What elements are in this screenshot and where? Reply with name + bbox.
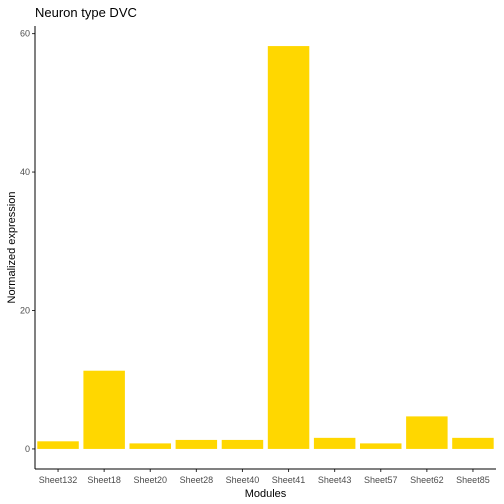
bar-sheet132 xyxy=(37,441,79,449)
x-tick-label: Sheet132 xyxy=(39,475,78,485)
y-axis-title: Normalized expression xyxy=(6,192,18,304)
y-tick-label: 60 xyxy=(20,29,30,39)
bar-sheet18 xyxy=(83,370,125,449)
y-tick-label: 20 xyxy=(20,305,30,315)
chart-title: Neuron type DVC xyxy=(35,5,137,20)
bar-sheet62 xyxy=(406,416,448,449)
y-tick-label: 0 xyxy=(25,444,30,454)
bar-sheet41 xyxy=(267,46,310,449)
bar-sheet20 xyxy=(129,443,171,449)
x-axis-ticks: Sheet132 Sheet18 Sheet20 Sheet28 Sheet40 Shee… xyxy=(39,469,490,485)
x-tick-label: Sheet28 xyxy=(180,475,214,485)
bar-sheet28 xyxy=(175,439,218,449)
x-tick-label: Sheet41 xyxy=(272,475,306,485)
bar-sheet57 xyxy=(360,443,402,449)
x-tick-label: Sheet20 xyxy=(133,475,167,485)
x-tick-label: Sheet85 xyxy=(456,475,490,485)
x-tick-label: Sheet18 xyxy=(87,475,121,485)
y-tick-label: 40 xyxy=(20,167,30,177)
x-tick-label: Sheet43 xyxy=(318,475,352,485)
x-tick-label: Sheet57 xyxy=(364,475,398,485)
bars-group xyxy=(37,46,494,449)
bar-sheet85 xyxy=(452,437,494,449)
x-tick-label: Sheet40 xyxy=(226,475,260,485)
bar-sheet43 xyxy=(313,437,356,449)
x-tick-label: Sheet62 xyxy=(410,475,444,485)
y-axis-ticks: 0 20 40 60 xyxy=(20,29,35,454)
x-axis-title: Modules xyxy=(245,488,287,500)
bar-sheet40 xyxy=(221,439,264,449)
